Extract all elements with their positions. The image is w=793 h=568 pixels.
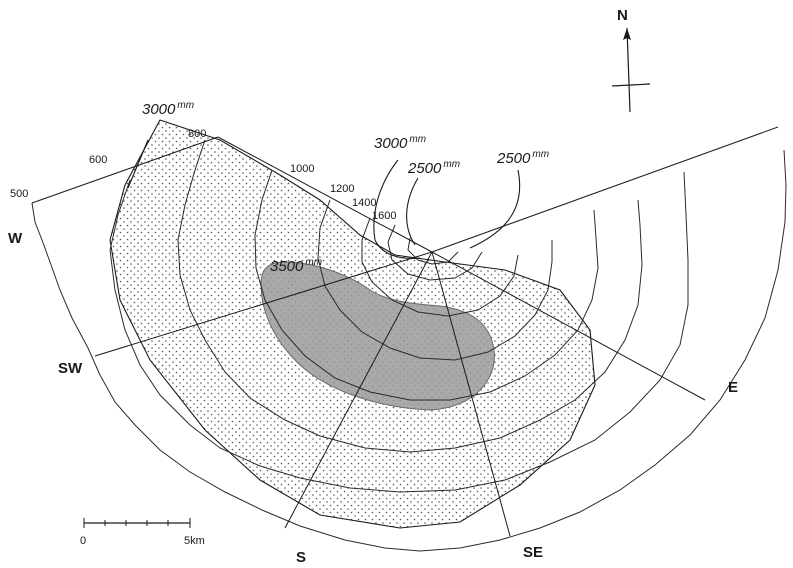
- elevation-1400: 1400: [352, 197, 376, 209]
- sector-line-w: [31, 136, 219, 204]
- direction-s: S: [296, 549, 306, 566]
- elevation-1000: 1000: [290, 163, 314, 175]
- sector-line-se: [431, 251, 511, 537]
- outer-terrain-boundary: [31, 149, 787, 552]
- direction-se: SE: [523, 544, 543, 561]
- isohyet-3000-left: [127, 139, 149, 189]
- isohyet-3000-top: [373, 159, 421, 259]
- sector-line-n: [431, 126, 779, 253]
- direction-w: W: [8, 230, 23, 247]
- sector-line-ne: [217, 136, 433, 253]
- contour-800: [177, 139, 643, 453]
- elevation-500: 500: [10, 188, 28, 200]
- elevation-1600: 1600: [372, 210, 396, 222]
- sector-line-sw: [94, 251, 433, 357]
- north-arrow: [611, 27, 651, 113]
- scale-start-label: 0: [80, 535, 86, 547]
- sector-line-s: [284, 251, 433, 529]
- sector-line-e: [431, 251, 706, 401]
- rainfall-label-top-3000: 3000 mm: [374, 134, 426, 152]
- north-label: N: [617, 7, 628, 24]
- rainfall-label-top-2500: 2500 mm: [407, 159, 460, 177]
- scale-bar: [83, 518, 191, 528]
- direction-sw: SW: [58, 360, 83, 377]
- contour-1200: [317, 199, 553, 361]
- contour-600: [109, 171, 689, 493]
- contour-summit: [407, 237, 459, 265]
- shaded-3500mm-zone: [260, 261, 495, 411]
- isohyet-2500-right: [469, 169, 521, 249]
- elevation-600: 600: [89, 154, 107, 166]
- rainfall-label-right-2500: 2500 mm: [496, 149, 549, 167]
- rainfall-label-left-3000: 3000 mm: [142, 100, 194, 118]
- contour-1000: [254, 169, 599, 401]
- scale-end-label: 5km: [184, 535, 205, 547]
- rainfall-label-center-3500: 3500 mm: [270, 257, 322, 275]
- isohyet-2500-top: [406, 177, 419, 246]
- elevation-1200: 1200: [330, 183, 354, 195]
- contour-1400: [361, 217, 519, 317]
- elevation-800: 800: [188, 128, 206, 140]
- direction-e: E: [728, 379, 738, 396]
